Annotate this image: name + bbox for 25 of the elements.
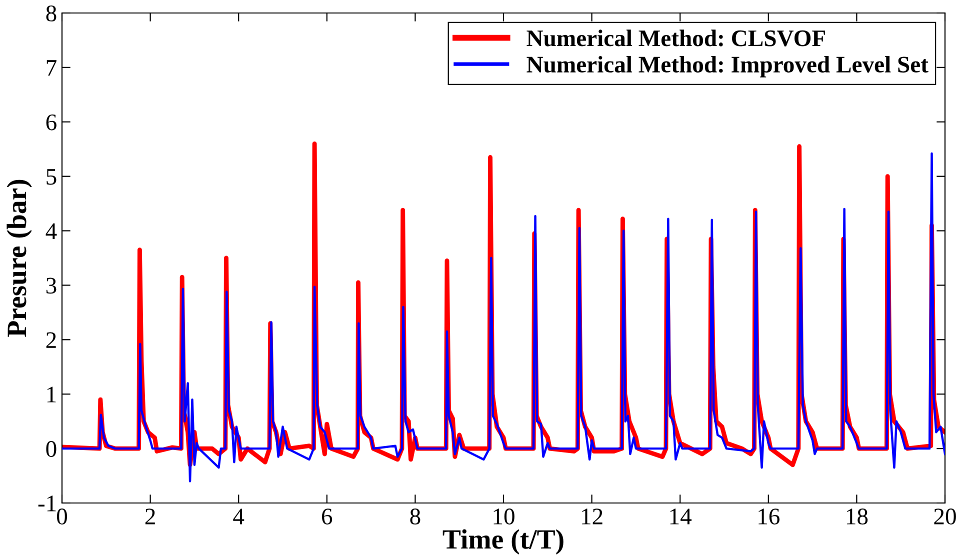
x-tick-label: 20 xyxy=(934,508,956,524)
y-axis-title: Presure (bar) xyxy=(6,180,32,337)
x-tick-label: 8 xyxy=(410,508,420,524)
y-tick-label: 3 xyxy=(46,278,56,294)
x-tick-label: 12 xyxy=(582,508,602,524)
x-tick-label: 4 xyxy=(233,508,244,524)
y-tick-label: 2 xyxy=(46,332,56,348)
y-tick-label: -1 xyxy=(38,496,56,512)
y-tick-label: 1 xyxy=(47,386,56,402)
y-tick-label: 8 xyxy=(46,5,56,22)
y-tick-label: 6 xyxy=(46,114,56,130)
legend-label: Numerical Method: Improved Level Set xyxy=(526,56,928,78)
legend-label: Numerical Method: CLSVOF xyxy=(526,30,826,46)
x-tick-label: 6 xyxy=(322,508,332,524)
x-axis-title: Time (t/T) xyxy=(442,529,564,554)
y-tick-label: 7 xyxy=(46,60,56,76)
x-tick-label: 16 xyxy=(758,508,780,524)
x-tick-label: 2 xyxy=(145,508,155,524)
x-tick-label: 14 xyxy=(670,508,692,524)
y-tick-label: 4 xyxy=(46,223,57,239)
y-tick-label: 5 xyxy=(46,169,56,185)
y-tick-label: 0 xyxy=(46,441,56,457)
x-tick-label: 10 xyxy=(494,508,514,524)
x-tick-label: 18 xyxy=(846,508,868,524)
x-tick-label: 0 xyxy=(56,508,68,524)
